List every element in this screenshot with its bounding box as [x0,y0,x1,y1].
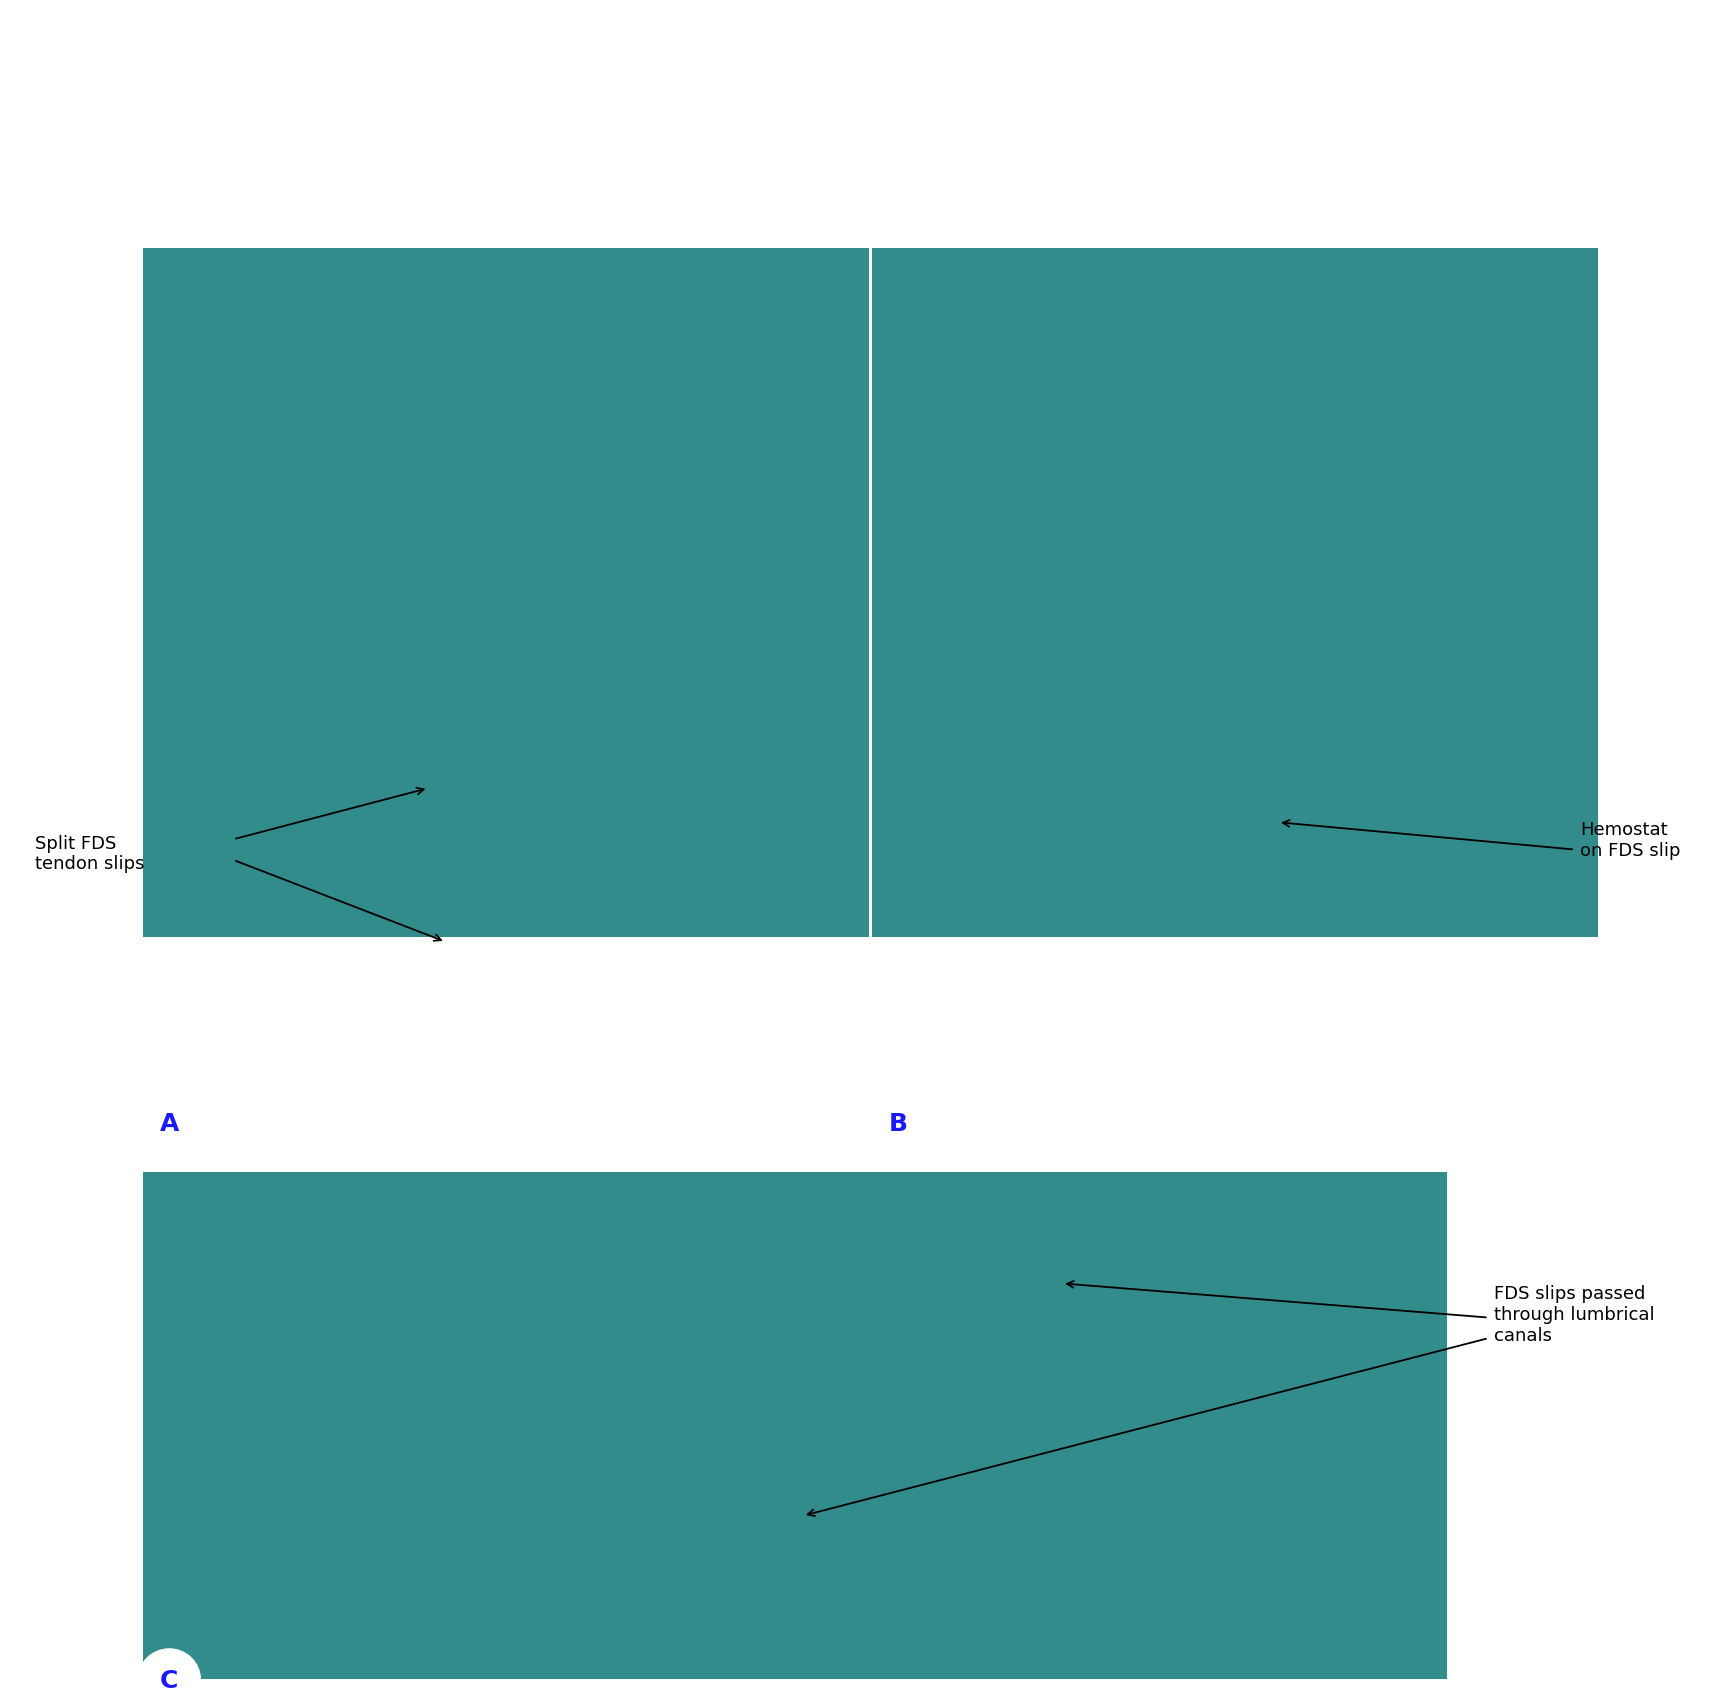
Text: C: C [161,1668,178,1692]
Circle shape [138,1649,200,1707]
Text: A: A [159,1111,180,1135]
Circle shape [138,1092,200,1154]
Text: Split FDS
tendon slips: Split FDS tendon slips [35,835,143,872]
Text: FDS slips passed
through lumbrical
canals: FDS slips passed through lumbrical canal… [1494,1285,1654,1343]
Circle shape [867,1092,929,1154]
Text: Hemostat
on FDS slip: Hemostat on FDS slip [1580,821,1680,859]
Text: B: B [888,1111,908,1135]
